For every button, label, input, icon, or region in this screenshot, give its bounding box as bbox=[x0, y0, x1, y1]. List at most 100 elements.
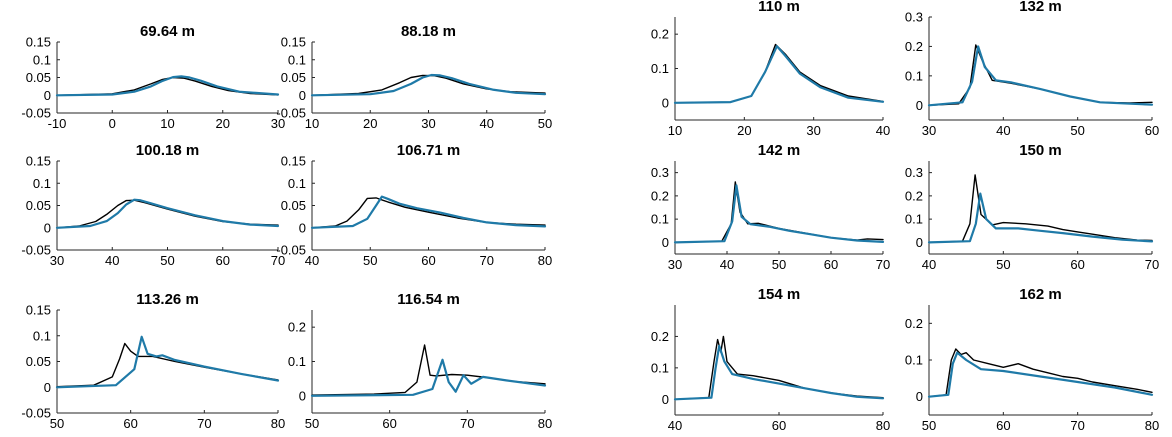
x-tick-label: 30 bbox=[668, 257, 682, 272]
x-tick-label: 80 bbox=[538, 253, 552, 268]
y-tick-label: 0.3 bbox=[905, 165, 923, 180]
x-tick-label: 60 bbox=[996, 418, 1010, 433]
x-tick-label: 30 bbox=[922, 123, 936, 138]
subplot-10: 150 m 40 50 60 70 0 0.1 0.2 0.3 bbox=[905, 142, 1159, 272]
x-tick-label: 0 bbox=[109, 116, 116, 131]
x-tick-label: 70 bbox=[197, 416, 211, 431]
subplot-title: 162 m bbox=[1019, 286, 1062, 303]
x-tick-label: 30 bbox=[806, 123, 820, 138]
y-tick-label: 0.1 bbox=[33, 52, 51, 67]
y-tick-label: 0.15 bbox=[26, 154, 51, 169]
subplot-title: 113.26 m bbox=[136, 291, 199, 308]
plot-area bbox=[675, 17, 883, 120]
y-tick-label: 0.15 bbox=[26, 303, 51, 318]
x-tick-label: 50 bbox=[996, 257, 1010, 272]
series-line-model bbox=[310, 195, 547, 229]
y-tick-label: 0.1 bbox=[651, 360, 669, 375]
y-tick-label: 0 bbox=[916, 98, 923, 113]
x-tick-label: 40 bbox=[305, 253, 319, 268]
y-tick-label: 0 bbox=[299, 88, 306, 103]
y-tick-label: 0.05 bbox=[26, 198, 51, 213]
x-tick-label: 70 bbox=[480, 253, 494, 268]
y-tick-label: 0.15 bbox=[26, 35, 51, 50]
series-line-model bbox=[673, 45, 885, 104]
y-tick-label: -0.05 bbox=[21, 243, 51, 258]
plot-area bbox=[929, 17, 1152, 120]
x-tick-label: 70 bbox=[876, 257, 890, 272]
subplot-12: 162 m 50 60 70 80 0 0.1 0.2 bbox=[905, 286, 1159, 433]
subplot-title: 150 m bbox=[1019, 142, 1062, 159]
x-tick-label: 50 bbox=[538, 116, 552, 131]
x-tick-label: -10 bbox=[48, 116, 67, 131]
subplot-title: 132 m bbox=[1019, 0, 1062, 15]
x-tick-label: 70 bbox=[1145, 257, 1159, 272]
y-tick-label: 0.1 bbox=[905, 68, 923, 83]
x-tick-label: 50 bbox=[50, 416, 64, 431]
subplot-5: 113.26 m 50 60 70 80 -0.05 0 0.05 0.1 0.15 bbox=[21, 291, 285, 431]
x-tick-label: 40 bbox=[105, 253, 119, 268]
subplot-title: 142 m bbox=[758, 142, 801, 159]
series-line-model bbox=[673, 184, 885, 244]
x-tick-label: 50 bbox=[922, 418, 936, 433]
subplot-title: 88.18 m bbox=[401, 23, 456, 40]
subplot-title: 116.54 m bbox=[397, 291, 460, 308]
series-line-measured bbox=[56, 76, 279, 96]
subplot-2: 88.18 m 10 20 30 40 50 -0.05 0 0.05 0.1 0.15 bbox=[276, 23, 552, 131]
y-tick-label: 0.2 bbox=[288, 320, 306, 335]
subplot-3: 100.18 m 30 40 50 60 70 -0.05 0 0.05 0.1 0.15 bbox=[21, 142, 285, 268]
x-tick-label: 70 bbox=[1070, 418, 1084, 433]
y-tick-label: -0.05 bbox=[21, 106, 51, 121]
y-tick-label: 0.2 bbox=[651, 188, 669, 203]
x-tick-label: 10 bbox=[160, 116, 174, 131]
y-tick-label: 0.05 bbox=[26, 354, 51, 369]
x-tick-label: 30 bbox=[421, 116, 435, 131]
plot-area bbox=[312, 42, 545, 113]
x-tick-label: 40 bbox=[996, 123, 1010, 138]
y-tick-label: 0 bbox=[916, 235, 923, 250]
x-tick-label: 40 bbox=[720, 257, 734, 272]
subplot-title: 100.18 m bbox=[136, 142, 199, 159]
y-tick-label: 0.2 bbox=[905, 39, 923, 54]
series-line-model bbox=[927, 192, 1154, 244]
y-tick-label: 0 bbox=[44, 88, 51, 103]
series-line-model bbox=[55, 198, 280, 229]
y-tick-label: 0.1 bbox=[651, 61, 669, 76]
x-tick-label: 80 bbox=[1145, 418, 1159, 433]
series-line-model bbox=[310, 358, 547, 397]
subplot-title: 69.64 m bbox=[140, 23, 195, 40]
series-line-measured bbox=[928, 174, 1153, 244]
plot-area bbox=[57, 310, 278, 413]
subplot-4: 106.71 m 40 50 60 70 80 -0.05 0 0.05 0.1 0.15 bbox=[276, 142, 552, 268]
y-tick-label: 0.2 bbox=[651, 329, 669, 344]
plot-area bbox=[312, 161, 545, 250]
series-line-model bbox=[55, 75, 280, 97]
x-tick-label: 20 bbox=[737, 123, 751, 138]
y-tick-label: 0 bbox=[662, 95, 669, 110]
x-tick-label: 60 bbox=[382, 416, 396, 431]
x-tick-label: 40 bbox=[922, 257, 936, 272]
plot-area bbox=[675, 305, 883, 415]
x-tick-label: 20 bbox=[216, 116, 230, 131]
y-tick-label: 0 bbox=[662, 235, 669, 250]
y-tick-label: 0.05 bbox=[281, 198, 306, 213]
x-tick-label: 50 bbox=[1070, 123, 1084, 138]
plot-area bbox=[312, 310, 545, 413]
x-tick-label: 10 bbox=[305, 116, 319, 131]
plot-area bbox=[57, 161, 278, 250]
x-tick-label: 60 bbox=[1070, 257, 1084, 272]
y-tick-label: 0 bbox=[299, 388, 306, 403]
y-tick-label: -0.05 bbox=[276, 243, 306, 258]
y-tick-label: 0.3 bbox=[905, 10, 923, 25]
x-tick-label: 20 bbox=[363, 116, 377, 131]
series-line-model bbox=[310, 73, 547, 97]
y-tick-label: 0.1 bbox=[288, 176, 306, 191]
y-tick-label: 0.2 bbox=[651, 27, 669, 42]
series-line-model bbox=[927, 351, 1154, 398]
x-tick-label: 30 bbox=[50, 253, 64, 268]
x-tick-label: 50 bbox=[363, 253, 377, 268]
y-tick-label: 0.2 bbox=[905, 316, 923, 331]
x-tick-label: 50 bbox=[305, 416, 319, 431]
y-tick-label: 0.1 bbox=[33, 176, 51, 191]
subplot-9: 142 m 30 40 50 60 70 0 0.1 0.2 0.3 bbox=[651, 142, 890, 272]
subplot-title: 154 m bbox=[758, 286, 801, 303]
